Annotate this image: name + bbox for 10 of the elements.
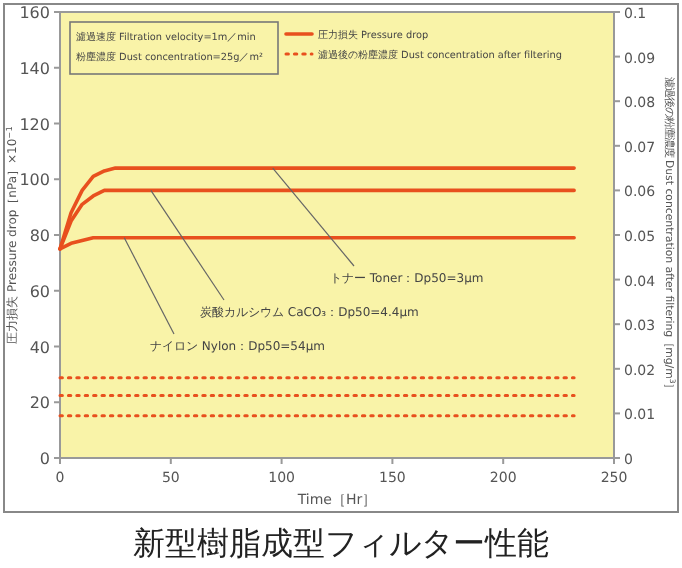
- y-tick-label: 60: [29, 282, 50, 301]
- text: 新型樹脂成型フィルター性能: [133, 524, 549, 562]
- y-tick-label: 100: [19, 171, 50, 190]
- y-tick-label: 120: [19, 115, 50, 134]
- y-tick-label: 0: [39, 450, 50, 468]
- y-tick-label: 80: [29, 227, 50, 245]
- y-tick-label: 20: [29, 394, 50, 413]
- y-tick-label: 40: [29, 338, 50, 357]
- y-tick-label: 160: [19, 4, 50, 22]
- y-tick-label: 140: [19, 59, 50, 78]
